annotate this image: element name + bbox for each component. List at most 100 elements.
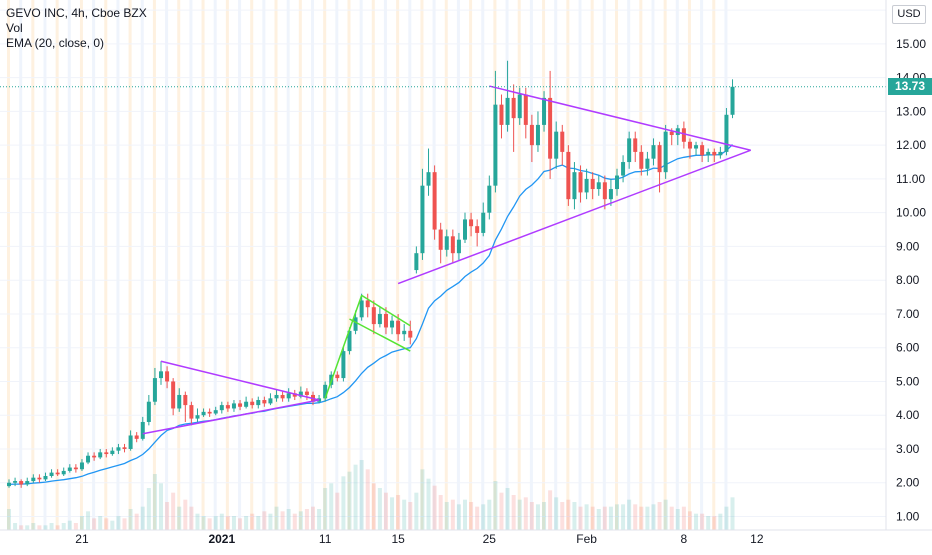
price-tick-label: 9.00: [896, 239, 920, 253]
grid-band: [201, 0, 205, 530]
grid-band: [420, 0, 424, 530]
volume-bar: [207, 518, 212, 530]
candle-body: [274, 394, 279, 399]
grid-band: [311, 0, 314, 530]
candle-body: [469, 219, 474, 227]
ema-label[interactable]: EMA (20, close, 0): [6, 36, 105, 50]
symbol-title[interactable]: GEVO INC, 4h, Cboe BZX: [6, 6, 147, 20]
volume-bar: [639, 506, 644, 530]
volume-bar: [250, 513, 255, 530]
volume-bar: [274, 506, 279, 530]
candle-body: [529, 124, 534, 146]
volume-bar: [456, 504, 461, 530]
grid-band: [225, 0, 229, 530]
vol-label[interactable]: Vol: [6, 21, 23, 35]
grid-band: [298, 0, 302, 530]
grid-band: [712, 0, 716, 530]
grid-band: [566, 0, 570, 530]
volume-bars: [7, 460, 735, 530]
grid-band: [724, 0, 728, 530]
candle-body: [353, 317, 358, 331]
price-tick-label: 1.00: [896, 509, 920, 523]
volume-bar: [548, 490, 553, 530]
candle-body: [122, 447, 127, 449]
grid-band: [554, 0, 558, 530]
volume-bar: [292, 513, 297, 530]
volume-bar: [542, 502, 547, 530]
triangle-line: [142, 399, 320, 435]
currency-label[interactable]: USD: [892, 5, 926, 24]
volume-bar: [189, 506, 194, 530]
candle-body: [195, 415, 200, 419]
price-tick-label: 3.00: [896, 442, 920, 456]
volume-bar: [61, 523, 66, 530]
candle-body: [219, 405, 224, 411]
volume-bar: [390, 497, 395, 530]
candle-body: [341, 351, 346, 379]
candle-body: [499, 104, 504, 125]
volume-bar: [98, 516, 103, 530]
grid-band: [542, 0, 546, 530]
volume-bar: [602, 506, 607, 530]
volume-bar: [25, 525, 30, 530]
volume-bar: [687, 511, 692, 530]
grid-band: [55, 0, 59, 530]
volume-bar: [627, 499, 632, 530]
volume-bar: [730, 497, 735, 530]
grid-band: [529, 0, 533, 530]
candle-body: [450, 236, 455, 254]
volume-bar: [177, 506, 182, 530]
grid-band: [286, 0, 290, 530]
volume-bar: [596, 509, 601, 530]
candle-body: [92, 455, 97, 458]
volume-bar: [244, 516, 249, 530]
volume-bar: [566, 499, 571, 530]
triangle-line: [489, 85, 751, 151]
time-axis[interactable]: 21 2021 11 15 25 Feb 8 12: [0, 529, 932, 550]
grid-band: [116, 0, 120, 530]
last-price-badge: 13.73: [888, 78, 932, 96]
volume-bar: [529, 502, 534, 530]
grid-band: [432, 0, 436, 530]
volume-bar: [475, 506, 480, 530]
volume-bar: [444, 502, 449, 530]
volume-bar: [396, 495, 401, 530]
volume-bar: [724, 506, 729, 530]
candle-body: [390, 320, 395, 328]
volume-bar: [402, 499, 407, 530]
grid-band: [152, 0, 156, 530]
grid-band: [615, 0, 618, 530]
volume-bar: [304, 509, 309, 530]
volume-bar: [140, 506, 145, 530]
grid-band: [323, 0, 327, 530]
candle-body: [244, 401, 249, 407]
volume-bar: [469, 502, 474, 530]
chart-legend: GEVO INC, 4h, Cboe BZX Vol EMA (20, clos…: [6, 6, 147, 51]
volume-bar: [37, 525, 42, 530]
candle-body: [134, 435, 139, 439]
candle-body: [718, 151, 723, 156]
volume-bar: [414, 492, 419, 530]
candle-body: [335, 374, 340, 379]
volume-bar: [335, 492, 340, 530]
candle-body: [268, 398, 273, 404]
volume-bar: [633, 504, 638, 530]
candle-body: [128, 435, 133, 449]
grid-band: [602, 0, 606, 530]
candle-body: [414, 253, 419, 271]
volume-bar: [55, 525, 60, 530]
candle-body: [554, 131, 559, 159]
candle-body: [426, 172, 431, 186]
time-tick-label: 25: [483, 532, 497, 546]
candle-body: [444, 236, 449, 250]
time-tick-label: 15: [391, 532, 405, 546]
volume-bar: [669, 506, 674, 530]
volume-bar: [706, 516, 711, 530]
candle-body: [323, 384, 328, 399]
candle-body: [663, 131, 668, 173]
candle-body: [602, 182, 607, 200]
candle-body: [73, 467, 78, 470]
volume-bar: [268, 513, 273, 530]
